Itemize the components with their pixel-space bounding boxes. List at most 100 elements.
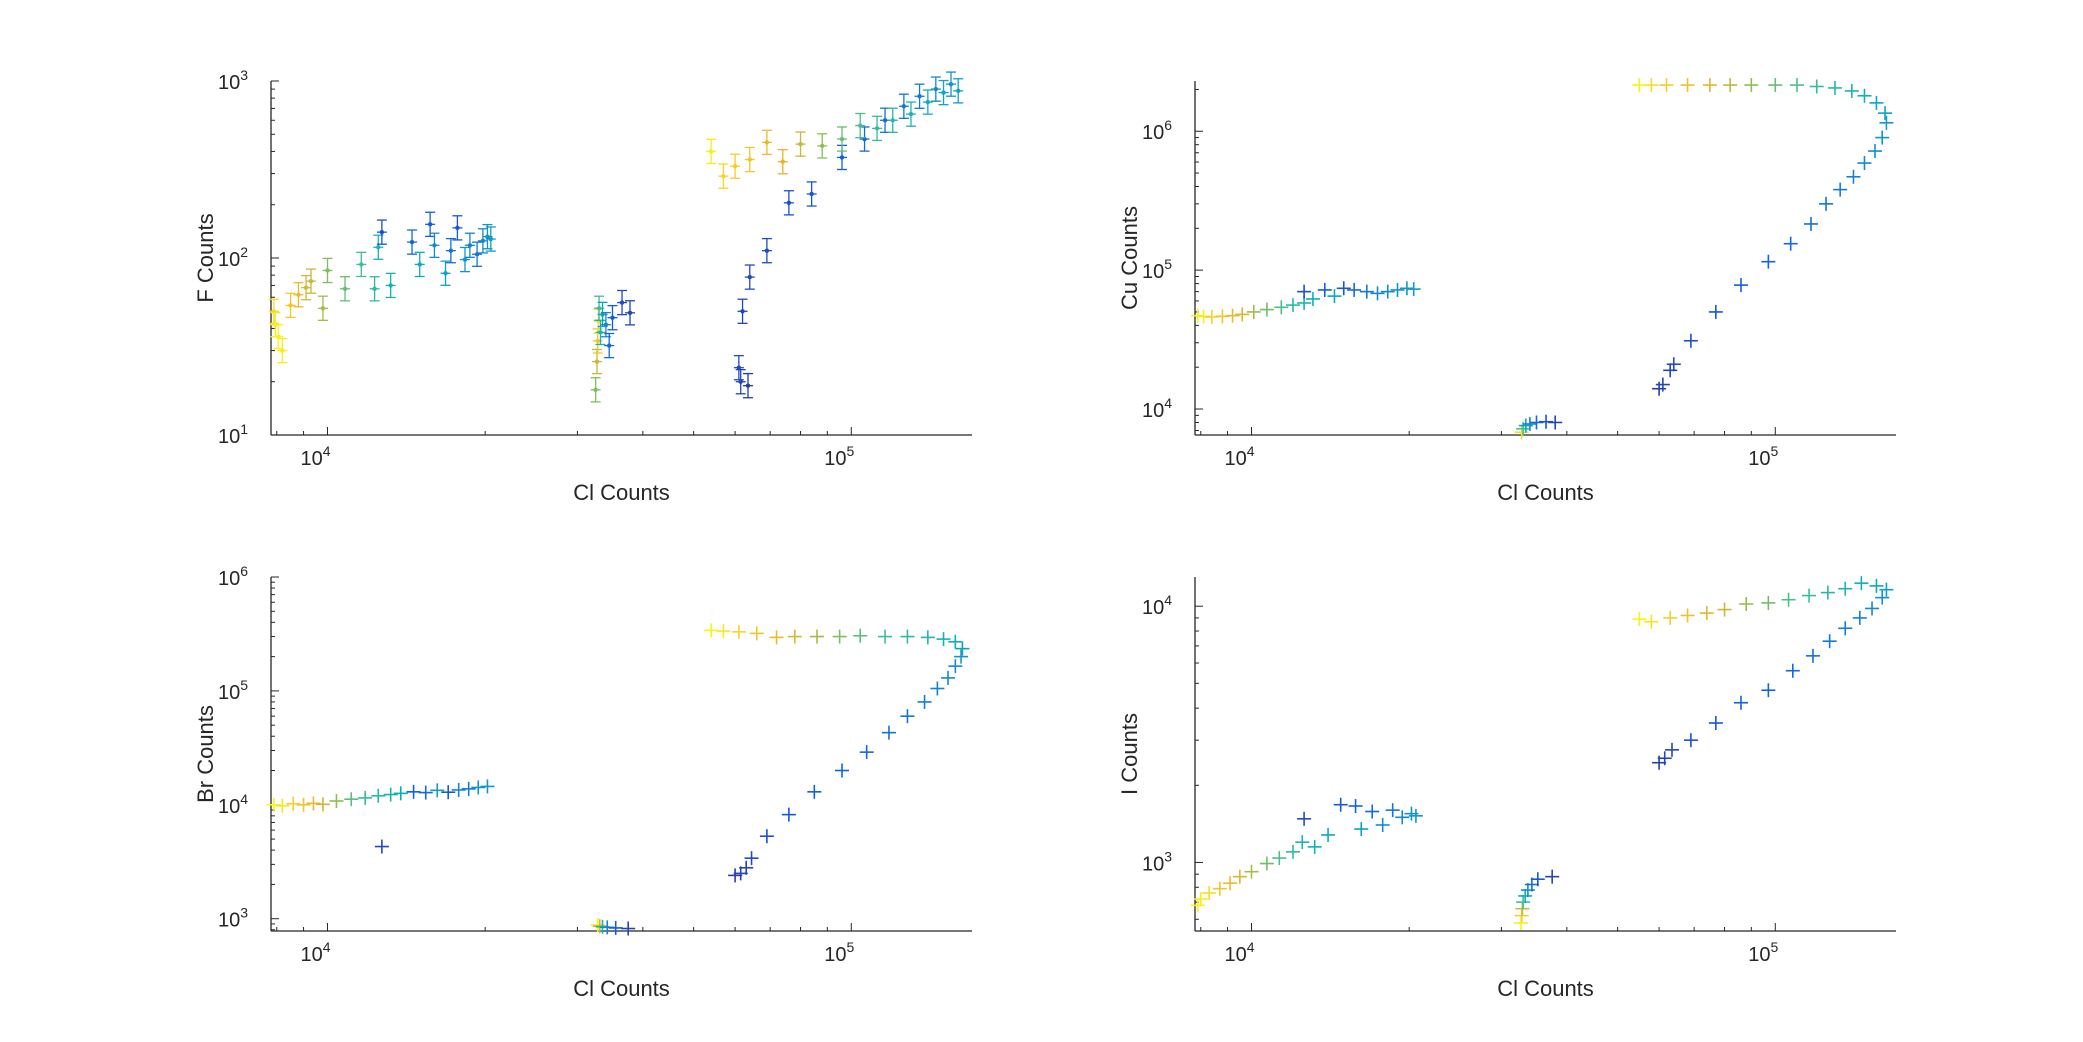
data-point <box>1285 298 1300 313</box>
data-point <box>277 337 288 364</box>
data-point <box>945 71 956 97</box>
data-point <box>1878 106 1893 121</box>
data-point <box>922 89 933 115</box>
data-point <box>1683 333 1698 348</box>
y-axis-label: I Counts <box>1117 713 1142 795</box>
data-point <box>624 300 635 326</box>
data-point <box>1274 300 1289 315</box>
data-point <box>1545 869 1560 884</box>
data-point <box>356 251 367 278</box>
data-point <box>1548 415 1563 430</box>
data-point <box>1809 79 1824 94</box>
data-point <box>1259 856 1274 871</box>
data-point <box>761 237 772 264</box>
data-point <box>1406 282 1421 297</box>
data-point <box>621 921 636 936</box>
data-point <box>344 792 359 807</box>
data-point <box>604 332 615 359</box>
data-point <box>1333 797 1348 812</box>
data-point <box>607 304 618 331</box>
data-point <box>1307 839 1322 854</box>
data-point <box>1666 357 1681 372</box>
data-point <box>835 763 850 778</box>
y-tick-label: 105 <box>218 677 248 704</box>
data-point <box>1699 606 1714 621</box>
data-point <box>733 354 744 381</box>
data-point <box>472 241 483 267</box>
y-tick-label: 103 <box>218 67 248 94</box>
data-point <box>590 377 601 403</box>
data-point <box>451 782 466 797</box>
data-point <box>315 797 330 812</box>
data-point <box>1530 872 1545 887</box>
data-point <box>733 866 748 881</box>
y-tick-label: 105 <box>1142 256 1172 283</box>
data-point <box>1802 588 1817 603</box>
data-point <box>1733 278 1748 293</box>
data-point <box>807 784 822 799</box>
data-point <box>1295 835 1310 850</box>
data-point <box>407 229 418 255</box>
data-point <box>1708 716 1723 731</box>
data-point <box>817 133 828 159</box>
data-point <box>930 681 945 696</box>
data-point <box>425 211 436 238</box>
data-point <box>306 268 317 294</box>
data-point <box>769 630 784 645</box>
data-point <box>878 629 893 644</box>
data-point <box>1193 891 1208 906</box>
data-point <box>1657 751 1672 766</box>
data-point <box>941 670 956 685</box>
panel-top-right: 104 105 104 105 106 Cl Counts Cu Counts <box>1117 78 1896 505</box>
data-point <box>718 163 729 189</box>
data-point <box>1804 216 1819 231</box>
data-point <box>809 629 824 644</box>
data-point <box>268 298 279 325</box>
data-point <box>445 237 456 264</box>
data-point <box>464 232 475 258</box>
data-point <box>296 797 311 812</box>
panel-bottom-left: 104 105 103 104 105 106 Cl Counts Br Counts <box>193 563 972 1001</box>
data-point <box>1518 888 1533 903</box>
data-point <box>917 694 932 709</box>
data-point <box>1365 804 1380 819</box>
data-point <box>480 779 495 794</box>
x-tick-label: 105 <box>824 443 854 470</box>
data-point <box>275 798 290 813</box>
data-point <box>1820 585 1835 600</box>
data-point <box>1644 78 1659 93</box>
data-point <box>855 112 866 139</box>
y-tick-label: 106 <box>218 563 248 590</box>
x-axis-label: Cl Counts <box>573 480 670 505</box>
data-point <box>920 630 935 645</box>
data-point <box>1768 78 1783 93</box>
x-axis-label: Cl Counts <box>1497 480 1594 505</box>
data-point <box>1838 581 1853 596</box>
data-point <box>1336 281 1351 296</box>
data-point <box>273 323 284 350</box>
data-point <box>376 219 387 245</box>
data-point <box>440 260 451 286</box>
panel-bottom-right: 104 105 103 104 Cl Counts I Counts <box>1117 576 1896 1001</box>
y-tick-label: 102 <box>218 244 248 271</box>
data-point <box>1317 282 1332 297</box>
data-point <box>1723 78 1738 93</box>
data-point <box>742 372 753 399</box>
data-point <box>371 788 386 803</box>
data-point <box>1664 742 1679 757</box>
data-point <box>781 807 796 822</box>
data-point <box>1632 612 1647 627</box>
x-tick-label: 105 <box>824 939 854 966</box>
x-tick-label: 104 <box>1224 443 1254 470</box>
data-point <box>452 215 463 241</box>
data-point <box>1347 282 1362 297</box>
data-point <box>887 107 898 133</box>
data-point <box>1385 803 1400 818</box>
data-point <box>1785 663 1800 678</box>
data-point <box>938 79 949 106</box>
data-point <box>266 797 281 812</box>
data-point <box>1321 827 1336 842</box>
data-point <box>795 131 806 157</box>
data-point <box>461 781 476 796</box>
